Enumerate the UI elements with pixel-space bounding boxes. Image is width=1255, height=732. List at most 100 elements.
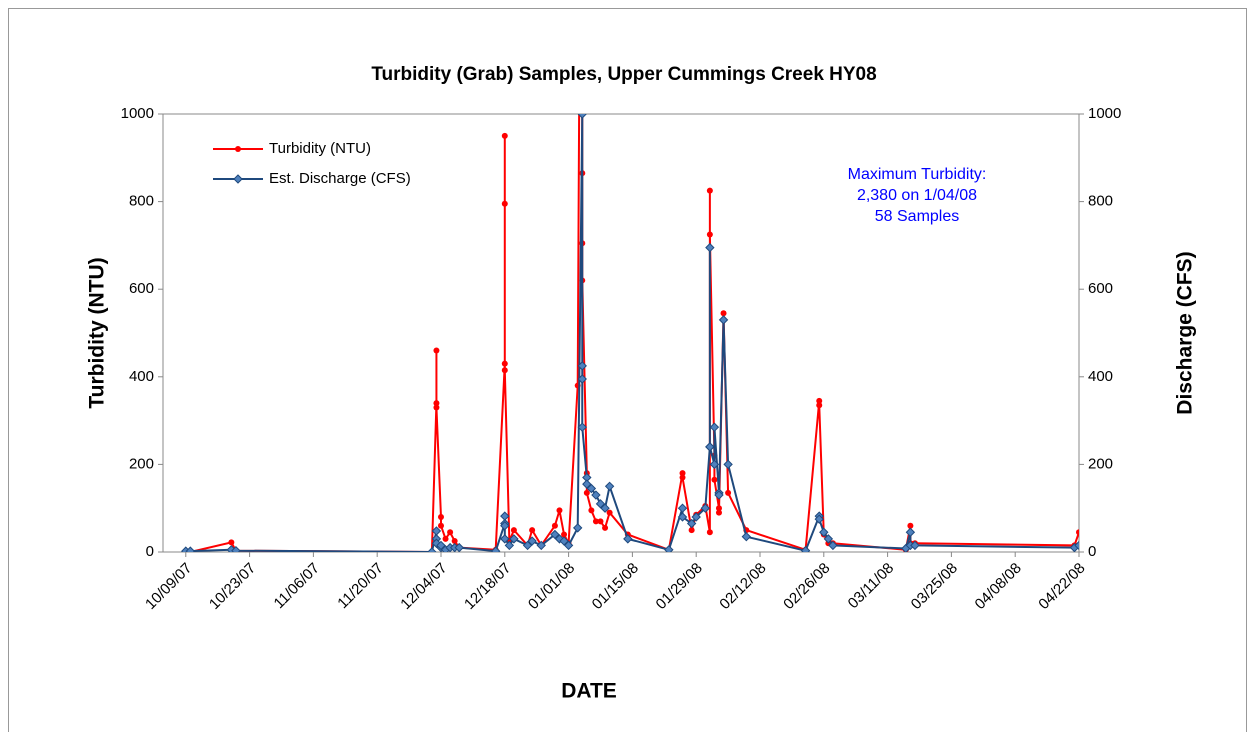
y2-tick-label: 200 <box>1088 455 1113 472</box>
data-point <box>709 422 720 432</box>
data-point <box>664 545 674 552</box>
data-point <box>504 540 515 551</box>
data-point <box>823 534 834 544</box>
y2-tick-label: 0 <box>1088 543 1096 560</box>
data-point <box>500 521 510 531</box>
data-point <box>551 522 558 529</box>
y2-axis-label: Discharge (CFS) <box>1174 251 1197 414</box>
data-point <box>572 523 583 533</box>
chart-border <box>8 8 1247 732</box>
data-point <box>677 512 688 522</box>
data-point <box>231 545 241 552</box>
data-point <box>228 539 235 546</box>
data-point <box>510 527 517 534</box>
data-point <box>433 404 440 411</box>
y-tick-label: 400 <box>129 368 154 385</box>
data-point <box>705 242 715 253</box>
data-point <box>595 499 606 509</box>
data-point <box>720 310 727 317</box>
data-point <box>816 397 823 404</box>
data-point <box>715 509 722 516</box>
data-point <box>583 489 590 496</box>
data-point <box>437 522 444 529</box>
data-point <box>437 513 444 520</box>
data-point <box>706 529 713 536</box>
data-point <box>490 546 501 552</box>
data-point <box>677 503 688 513</box>
data-point <box>800 545 811 552</box>
data-point <box>500 511 510 521</box>
data-point <box>1074 540 1079 551</box>
plot-marks <box>181 114 1079 552</box>
data-point <box>577 361 587 371</box>
data-point <box>577 114 587 119</box>
data-point <box>522 540 533 551</box>
data-point <box>905 527 916 537</box>
data-point <box>679 470 686 477</box>
data-point <box>559 536 569 546</box>
data-point <box>700 503 711 513</box>
data-point <box>1076 529 1079 536</box>
data-point <box>691 512 701 522</box>
data-point <box>501 367 508 374</box>
y-tick-label: 600 <box>129 280 154 297</box>
data-point <box>679 474 686 481</box>
data-point <box>705 442 715 452</box>
plot-area <box>162 113 1080 553</box>
data-point <box>501 200 508 207</box>
data-point <box>814 514 824 524</box>
data-point <box>606 509 613 516</box>
data-point <box>718 315 729 325</box>
data-point <box>577 422 587 432</box>
data-point <box>591 490 601 500</box>
data-point <box>501 132 508 139</box>
data-point <box>688 527 695 534</box>
data-point <box>725 489 732 496</box>
data-point <box>447 529 454 536</box>
data-point <box>442 535 449 542</box>
y2-tick-label: 600 <box>1088 280 1113 297</box>
data-point <box>741 531 752 542</box>
data-point <box>597 518 604 525</box>
y2-tick-label: 400 <box>1088 368 1113 385</box>
y-axis-label: Turbidity (NTU) <box>86 257 109 408</box>
x-axis-label: DATE <box>561 680 617 703</box>
data-point <box>686 518 697 529</box>
data-point <box>436 540 446 551</box>
data-point <box>451 538 458 545</box>
y-tick-label: 800 <box>129 193 154 210</box>
data-point <box>454 542 464 552</box>
data-point <box>563 540 574 551</box>
data-point <box>554 534 565 544</box>
y-tick-label: 0 <box>146 543 154 560</box>
annotation: 58 Samples <box>875 208 960 225</box>
legend-label: Turbidity (NTU) <box>269 140 371 157</box>
data-point <box>706 231 713 238</box>
data-point <box>600 503 610 513</box>
legend-marker <box>233 174 243 184</box>
y2-tick-label: 1000 <box>1088 105 1121 122</box>
chart-title: Turbidity (Grab) Samples, Upper Cummings… <box>371 64 876 85</box>
data-point <box>509 534 519 544</box>
data-point <box>623 534 633 544</box>
data-point <box>828 540 838 551</box>
data-point <box>816 402 823 409</box>
data-point <box>586 483 597 494</box>
y-tick-label: 1000 <box>121 105 154 122</box>
data-point <box>582 479 592 489</box>
data-point <box>715 505 722 512</box>
data-point <box>536 540 546 551</box>
y-tick-label: 200 <box>129 455 154 472</box>
data-point <box>527 536 537 546</box>
data-point <box>723 459 733 470</box>
data-point <box>433 347 440 354</box>
data-point <box>907 522 914 529</box>
data-point <box>592 518 599 525</box>
data-point <box>588 507 595 514</box>
data-point <box>714 490 724 500</box>
data-point <box>433 400 440 407</box>
data-point <box>529 527 536 534</box>
data-point <box>550 529 560 540</box>
data-point <box>427 547 437 552</box>
